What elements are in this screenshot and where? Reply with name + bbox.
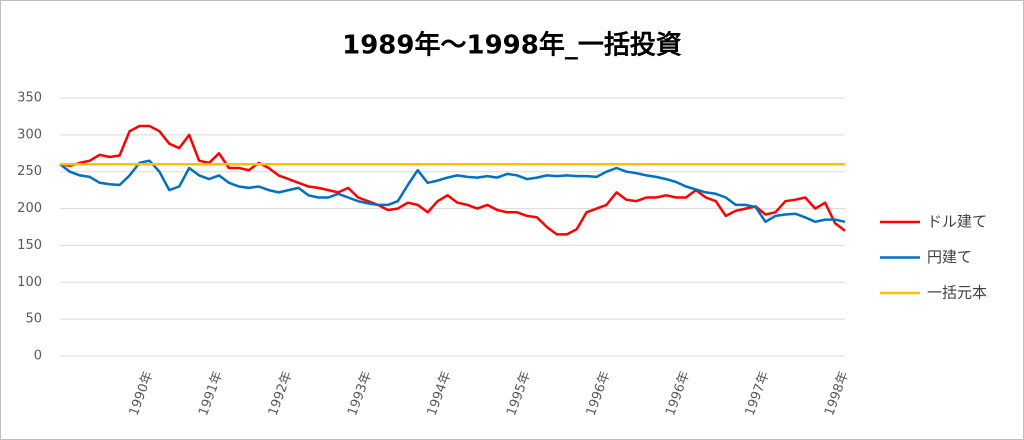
series-line [59, 159, 846, 224]
legend-label: ドル建て [927, 213, 987, 231]
y-tick-label: 150 [17, 238, 42, 253]
legend-label: 一括元本 [927, 284, 987, 302]
y-tick-label: 350 [17, 91, 42, 106]
legend-label: 円建て [927, 248, 972, 266]
y-tick-label: 200 [17, 201, 42, 216]
y-tick-label: 0 [34, 349, 42, 364]
y-tick-label: 300 [17, 127, 42, 142]
chart-title: 1989年～1998年_一括投資 [342, 30, 682, 61]
y-tick-label: 250 [17, 164, 42, 179]
y-tick-label: 100 [17, 275, 42, 290]
series-line [59, 124, 846, 236]
y-tick-label: 50 [25, 312, 42, 327]
